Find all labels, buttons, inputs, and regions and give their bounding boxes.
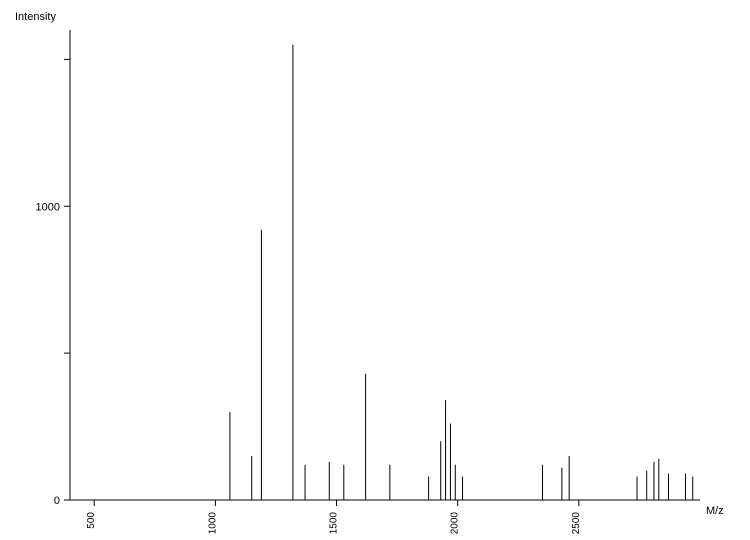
x-tick-label: 500 [86, 512, 97, 529]
y-axis-label: Intensity [15, 11, 56, 23]
x-tick-label: 2000 [450, 512, 461, 535]
y-ticks: 0 1000 [36, 59, 70, 507]
x-tick-label: 1500 [329, 512, 340, 535]
mass-spectrum-chart: Intensity M/z 500 1000 1500 2000 2500 0 1000 [0, 0, 750, 540]
x-tick-label: 2500 [571, 512, 582, 535]
y-tick-label: 1000 [36, 201, 60, 213]
x-ticks: 500 1000 1500 2000 2500 [86, 500, 582, 534]
x-tick-label: 1000 [207, 512, 218, 535]
x-axis-label: M/z [706, 505, 724, 517]
y-tick-label: 0 [54, 495, 60, 507]
axes [70, 30, 700, 500]
spectrum-peaks [230, 45, 693, 500]
